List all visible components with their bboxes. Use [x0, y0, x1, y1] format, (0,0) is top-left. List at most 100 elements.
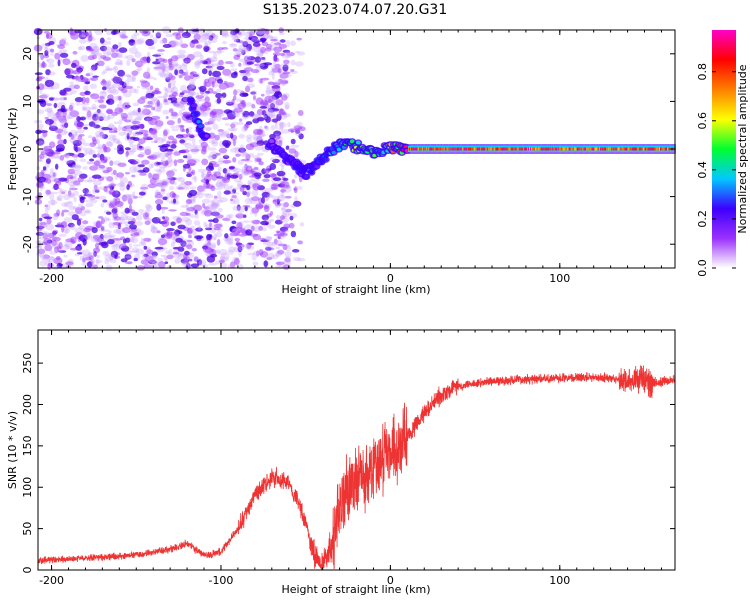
- spectrogram-noise-blob: [106, 52, 114, 56]
- spectrogram-noise-blob: [69, 263, 74, 267]
- spectrogram-noise-blob: [239, 118, 243, 122]
- spectrogram-noise-blob: [209, 63, 214, 68]
- spectrogram-noise-blob: [168, 63, 174, 71]
- spectrogram-noise-blob: [163, 92, 168, 100]
- spectrogram-noise-blob: [280, 78, 287, 87]
- spectrogram-noise-blob: [269, 211, 274, 216]
- spectrogram-ridge-cell: [519, 147, 522, 151]
- spectrogram-noise-blob: [284, 229, 289, 233]
- spectrogram-ridge-cell: [432, 147, 434, 151]
- spectrogram-ridge-cell: [449, 147, 452, 151]
- spectrogram-noise-blob: [107, 87, 112, 94]
- spectrogram-noise-blob: [203, 32, 211, 37]
- spectrogram-noise-blob: [106, 108, 113, 114]
- spectrogram-noise-blob: [118, 244, 128, 249]
- spectrogram-noise-blob: [69, 247, 79, 251]
- spectrogram-noise-blob: [179, 139, 186, 144]
- spectrogram-noise-blob: [184, 181, 192, 186]
- spectrogram-noise-blob: [107, 41, 112, 45]
- spectrogram-noise-blob: [294, 128, 299, 131]
- spectrogram-noise-blob: [141, 86, 149, 90]
- spectrogram-noise-blob: [264, 198, 269, 202]
- spectrogram-ridge-cell: [549, 147, 551, 151]
- spectrogram-noise-blob: [79, 209, 87, 217]
- spectrogram-noise-blob: [172, 252, 179, 255]
- spectrogram-noise-blob: [252, 233, 261, 241]
- spectrogram-noise-blob: [158, 104, 163, 109]
- spectrogram-noise-blob: [270, 184, 279, 190]
- spectrogram-x-tick-label: 0: [387, 272, 394, 285]
- spectrogram-noise-blob: [165, 71, 173, 79]
- spectrogram-noise-blob: [174, 102, 184, 108]
- spectrogram-ridge-cell: [414, 147, 416, 151]
- spectrogram-noise-blob: [107, 79, 112, 86]
- spectrogram-noise-blob: [189, 91, 196, 96]
- spectrogram-noise-blob: [296, 186, 303, 190]
- spectrogram-noise-blob: [129, 224, 137, 230]
- spectrogram-noise-blob: [266, 43, 272, 50]
- spectrogram-ridge-cell: [488, 147, 490, 151]
- spectrogram-ridge-cell: [459, 147, 462, 151]
- spectrogram-noise-blob: [44, 108, 53, 112]
- spectrogram-ridge-cell: [597, 147, 599, 151]
- spectrogram-noise-blob: [284, 257, 291, 263]
- spectrogram-noise-blob: [251, 196, 260, 202]
- spectrogram-noise-blob: [120, 214, 129, 221]
- spectrogram-noise-blob: [188, 82, 196, 89]
- spectrogram-noise-blob: [135, 248, 145, 255]
- spectrogram-noise-blob: [230, 127, 238, 132]
- spectrogram-noise-blob: [45, 191, 50, 197]
- spectrogram-noise-blob: [271, 241, 278, 247]
- spectrogram-noise-blob: [207, 36, 213, 43]
- spectrogram-noise-blob: [224, 123, 230, 126]
- spectrogram-noise-blob: [265, 168, 272, 171]
- spectrogram-ridge-cell: [309, 170, 314, 175]
- spectrogram-noise-blob: [230, 29, 238, 36]
- spectrogram-noise-blob: [63, 131, 69, 134]
- spectrogram-noise-blob: [96, 134, 100, 138]
- spectrogram-noise-blob: [48, 97, 54, 101]
- spectrogram-ridge-cell: [625, 147, 628, 151]
- spectrogram-noise-blob: [152, 61, 161, 65]
- spectrogram-noise-blob: [40, 93, 50, 98]
- spectrogram-noise-blob: [169, 61, 179, 68]
- spectrogram-noise-blob: [158, 63, 165, 70]
- spectrogram-noise-blob: [69, 84, 75, 90]
- spectrogram-noise-blob: [98, 133, 106, 139]
- spectrogram-ridge-cell: [531, 147, 533, 151]
- spectrogram-noise-blob: [98, 116, 104, 122]
- spectrogram-noise-blob: [89, 158, 95, 162]
- spectrogram-noise-blob: [208, 50, 218, 54]
- spectrogram-noise-blob: [210, 236, 217, 241]
- spectrogram-noise-blob: [204, 42, 208, 48]
- spectrogram-noise-blob: [97, 149, 104, 154]
- spectrogram-noise-blob: [245, 143, 255, 151]
- spectrogram-ridge-cell: [667, 147, 669, 151]
- spectrogram-noise-blob: [89, 83, 98, 89]
- spectrogram-noise-blob: [80, 206, 86, 211]
- spectrogram-ridge-cell: [452, 147, 455, 151]
- spectrogram-noise-blob: [204, 35, 210, 40]
- spectrogram-noise-blob: [60, 104, 66, 113]
- spectrogram-noise-blob: [96, 254, 100, 258]
- spectrogram-noise-blob: [290, 138, 296, 145]
- spectrogram-noise-blob: [259, 106, 268, 109]
- spectrogram-noise-blob: [118, 145, 123, 148]
- spectrogram-noise-blob: [112, 206, 118, 211]
- spectrogram-noise-blob: [172, 138, 178, 145]
- spectrogram-ridge-cell: [498, 147, 501, 151]
- spectrogram-noise-blob: [105, 65, 110, 71]
- spectrogram-noise-blob: [193, 206, 198, 211]
- spectrogram-noise-blob: [199, 111, 209, 117]
- spectrogram-noise-blob: [181, 216, 191, 223]
- spectrogram-noise-blob: [243, 67, 253, 72]
- spectrogram-noise-blob: [54, 52, 61, 60]
- spectrogram-noise-blob: [75, 101, 81, 106]
- spectrogram-noise-blob: [245, 85, 251, 93]
- spectrogram-noise-blob: [238, 133, 245, 139]
- spectrogram-ridge-cell: [641, 147, 644, 151]
- spectrogram-noise-blob: [126, 184, 130, 191]
- spectrogram-noise-blob: [164, 148, 174, 152]
- spectrogram-noise-blob: [76, 116, 81, 122]
